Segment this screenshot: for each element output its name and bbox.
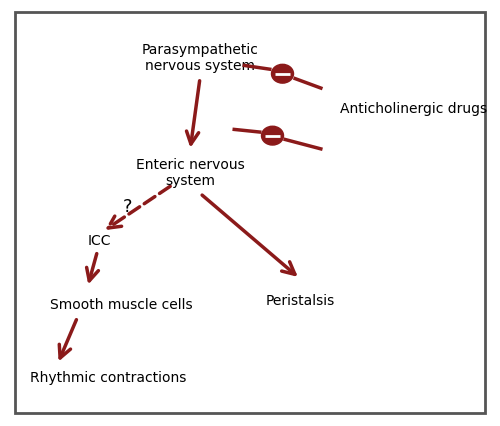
Text: Anticholinergic drugs: Anticholinergic drugs (340, 102, 487, 115)
Text: Peristalsis: Peristalsis (266, 294, 334, 307)
Text: Smooth muscle cells: Smooth muscle cells (50, 298, 193, 311)
Circle shape (272, 65, 293, 84)
Text: ?: ? (123, 198, 132, 216)
Text: Enteric nervous
system: Enteric nervous system (136, 158, 244, 187)
Text: Rhythmic contractions: Rhythmic contractions (30, 370, 186, 384)
Circle shape (262, 127, 283, 146)
Text: Parasympathetic
nervous system: Parasympathetic nervous system (142, 43, 258, 72)
Text: ICC: ICC (88, 234, 111, 248)
